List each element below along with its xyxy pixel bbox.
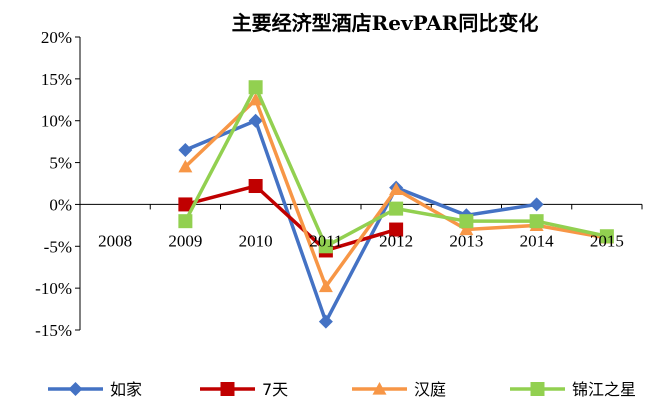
legend-item: 7天 [200,380,288,399]
legend-item: 如家 [48,380,142,399]
series-line [183,85,608,249]
series-2 [178,92,614,293]
legend-label: 锦江之星 [572,380,636,399]
series-3 [178,80,614,254]
chart-series [178,80,614,329]
chart-legend: 如家 7天 汉庭 锦江之星 [48,380,636,399]
x-tick-label: 2008 [98,231,132,250]
legend-item: 汉庭 [352,380,446,399]
legend-label: 如家 [110,380,142,399]
chart-title: 主要经济型酒店RevPAR同比变化 [232,11,539,35]
legend-swatch-marker [530,382,545,396]
y-tick-label: 20% [41,28,72,47]
y-tick-label: 5% [49,154,72,173]
data-point [459,222,474,236]
data-point [389,182,404,195]
data-point [248,92,263,106]
x-tick-label: 2013 [449,231,483,250]
data-point [529,197,544,212]
data-point [248,80,263,95]
data-point [529,214,544,229]
chart-axes: 20% 15% 10% 5% 0% -5% -10% -15% [35,28,643,340]
legend-label: 7天 [262,380,288,399]
y-tick-label: 0% [49,195,72,214]
data-point [318,279,333,293]
x-tick-label: 2015 [590,231,624,250]
legend-label: 汉庭 [414,380,446,399]
data-point [178,159,193,173]
x-tick-label: 2009 [168,231,202,250]
data-point [248,179,263,194]
series-line [184,118,537,324]
legend-item: 锦江之星 [510,380,636,399]
y-tick-label: 15% [41,70,72,89]
data-point [389,222,404,237]
x-tick-label: 2011 [309,231,342,250]
x-tick-label: 2014 [520,231,555,250]
y-tick-label: 10% [41,112,72,131]
legend-swatch-marker [220,382,235,396]
data-point [178,197,193,212]
data-point [178,214,193,229]
y-tick-label: -5% [44,237,72,256]
data-point [318,314,333,329]
y-tick-label: -15% [35,321,72,340]
x-tick-label: 2010 [239,231,273,250]
data-point [248,113,263,128]
data-point [459,214,474,229]
data-point [389,201,404,216]
y-tick-label: -10% [35,279,72,298]
legend-swatch-marker [68,382,83,396]
x-tick-label: 2012 [379,231,413,250]
legend-swatch-marker [372,382,387,395]
data-point [178,143,193,158]
data-point [318,239,333,254]
data-point [599,229,614,244]
